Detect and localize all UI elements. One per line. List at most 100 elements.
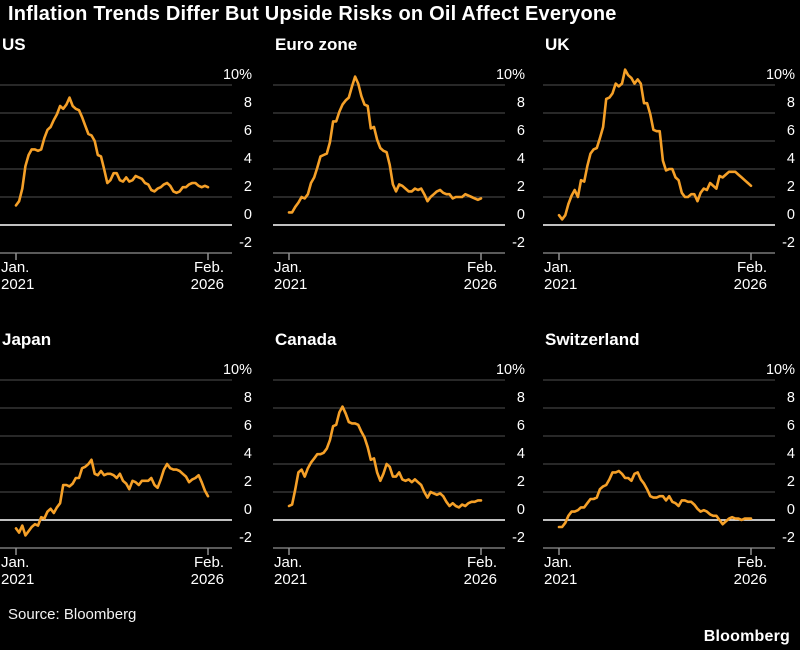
x-axis-label-end: Feb. — [194, 554, 224, 571]
x-axis-label-end: 2026 — [734, 571, 767, 588]
y-tick-label: 4 — [244, 151, 252, 167]
x-axis-label-end: 2026 — [191, 276, 224, 293]
x-axis-label-start: Jan. — [274, 554, 302, 571]
x-axis-label-start: Jan. — [1, 554, 29, 571]
panel-title-uk: UK — [545, 35, 570, 54]
x-axis-label-end: Feb. — [737, 554, 767, 571]
y-tick-label: 10% — [496, 362, 525, 378]
x-axis-label-start: Jan. — [274, 259, 302, 276]
chart-canvas: 10% 8 6 4 2 0 -2 Jan.2021 Feb.2026 — [0, 362, 252, 588]
y-tick-label: -2 — [239, 530, 252, 546]
y-tick-label: 2 — [244, 179, 252, 195]
y-tick-label: 4 — [787, 151, 795, 167]
y-tick-label: -2 — [512, 530, 525, 546]
x-axis-label-start: 2021 — [274, 276, 307, 293]
y-tick-label: 4 — [517, 151, 525, 167]
y-tick-label: 8 — [244, 390, 252, 406]
y-tick-label: 10% — [496, 67, 525, 83]
y-tick-label: 8 — [517, 390, 525, 406]
y-tick-label: 10% — [766, 67, 795, 83]
chart-canvas: 10% 8 6 4 2 0 -2 Jan.2021 Feb.2026 — [543, 67, 795, 293]
y-tick-label: 2 — [517, 474, 525, 490]
small-multiples-grid: US 10% 8 6 4 2 0 -2 Jan. 2021 Feb. 2026 Euro zone … — [0, 35, 800, 595]
inflation-line — [287, 405, 483, 509]
y-tick-label: 0 — [517, 207, 525, 223]
x-axis-label-end: 2026 — [734, 276, 767, 293]
panel-title-us: US — [2, 35, 26, 54]
x-axis-label-start: 2021 — [544, 276, 577, 293]
x-axis-label-end: 2026 — [191, 571, 224, 588]
chart-canvas: 10% 8 6 4 2 0 -2 Jan.2021 Feb.2026 — [273, 362, 525, 588]
y-tick-label: 4 — [517, 446, 525, 462]
x-axis-label-end: 2026 — [464, 276, 497, 293]
x-axis-label-start: Jan. — [544, 554, 572, 571]
y-tick-label: 2 — [787, 474, 795, 490]
inflation-line — [287, 75, 483, 214]
inflation-line — [14, 96, 210, 207]
us-plot: 10% 8 6 4 2 0 -2 Jan. 2021 Feb. 2026 — [0, 57, 267, 300]
chart-canvas: 10% 8 6 4 2 0 -2 Jan.2021 Feb.2026 — [273, 67, 525, 293]
y-tick-label: -2 — [239, 235, 252, 251]
chart-canvas: 10% 8 6 4 2 0 -2 Jan.2021 Feb.2026 — [0, 67, 252, 293]
y-tick-label: 10% — [766, 362, 795, 378]
y-tick-label: 6 — [787, 123, 795, 139]
y-tick-label: 0 — [517, 502, 525, 518]
y-tick-label: 0 — [787, 207, 795, 223]
x-axis-label-start: 2021 — [1, 276, 34, 293]
y-tick-label: 6 — [517, 123, 525, 139]
y-tick-label: 0 — [244, 207, 252, 223]
panel-switzerland: Switzerland 10% 8 6 4 2 0 -2 Jan. 2021 Feb. 2026 — [533, 330, 800, 595]
y-tick-label: 2 — [517, 179, 525, 195]
y-tick-label: 6 — [244, 123, 252, 139]
panel-title-canada: Canada — [275, 330, 337, 349]
euro-zone-plot: 10% 8 6 4 2 0 -2 Jan. 2021 Feb. 2026 — [273, 57, 533, 300]
bloomberg-logo: Bloomberg — [703, 628, 790, 645]
y-tick-label: 2 — [787, 179, 795, 195]
panel-euro-zone: Euro zone 10% 8 6 4 2 0 -2 Jan. 2021 Feb. 2026 — [267, 35, 533, 300]
panel-title-japan: Japan — [2, 330, 52, 349]
x-axis-label-end: 2026 — [464, 571, 497, 588]
y-tick-label: 10% — [223, 67, 252, 83]
uk-plot: 10% 8 6 4 2 0 -2 Jan. 2021 Feb. 2026 — [543, 57, 800, 300]
x-axis-label-start: Jan. — [1, 259, 29, 276]
y-tick-label: 0 — [244, 502, 252, 518]
japan-plot: 10% 8 6 4 2 0 -2 Jan. 2021 Feb. 2026 — [0, 352, 267, 595]
x-axis-label-start: Jan. — [544, 259, 572, 276]
canada-plot: 10% 8 6 4 2 0 -2 Jan. 2021 Feb. 2026 — [273, 352, 533, 595]
y-tick-label: 6 — [517, 418, 525, 434]
y-tick-label: -2 — [782, 235, 795, 251]
panel-uk: UK 10% 8 6 4 2 0 -2 Jan. 2021 Feb. 2026 — [533, 35, 800, 300]
y-tick-label: 8 — [787, 390, 795, 406]
switzerland-plot: 10% 8 6 4 2 0 -2 Jan. 2021 Feb. 2026 — [543, 352, 800, 595]
y-tick-label: 2 — [244, 474, 252, 490]
x-axis-label-end: Feb. — [737, 259, 767, 276]
chart-title: Inflation Trends Differ But Upside Risks… — [8, 3, 617, 25]
y-tick-label: -2 — [782, 530, 795, 546]
x-axis-label-end: Feb. — [467, 259, 497, 276]
x-axis-label-start: 2021 — [544, 571, 577, 588]
source-note: Source: Bloomberg — [8, 606, 137, 623]
panel-us: US 10% 8 6 4 2 0 -2 Jan. 2021 Feb. 2026 — [0, 35, 267, 300]
y-tick-label: 6 — [787, 418, 795, 434]
y-tick-label: 8 — [517, 95, 525, 111]
x-axis-label-end: Feb. — [467, 554, 497, 571]
y-tick-label: 4 — [244, 446, 252, 462]
x-axis-label-start: 2021 — [1, 571, 34, 588]
x-axis-label-start: 2021 — [274, 571, 307, 588]
y-tick-label: 10% — [223, 362, 252, 378]
y-tick-label: 0 — [787, 502, 795, 518]
panel-title-euro-zone: Euro zone — [275, 35, 358, 54]
y-tick-label: 4 — [787, 446, 795, 462]
y-tick-label: -2 — [512, 235, 525, 251]
inflation-line — [557, 469, 753, 529]
panel-title-switzerland: Switzerland — [545, 330, 640, 349]
y-tick-label: 8 — [244, 95, 252, 111]
chart-canvas: 10% 8 6 4 2 0 -2 Jan.2021 Feb.2026 — [543, 362, 795, 588]
panel-japan: Japan 10% 8 6 4 2 0 -2 Jan. 2021 Feb. 2026 — [0, 330, 267, 595]
inflation-line — [14, 458, 210, 537]
y-tick-label: 6 — [244, 418, 252, 434]
panel-canada: Canada 10% 8 6 4 2 0 -2 Jan. 2021 Feb. 2026 — [267, 330, 533, 595]
y-tick-label: 8 — [787, 95, 795, 111]
inflation-line — [557, 68, 753, 221]
